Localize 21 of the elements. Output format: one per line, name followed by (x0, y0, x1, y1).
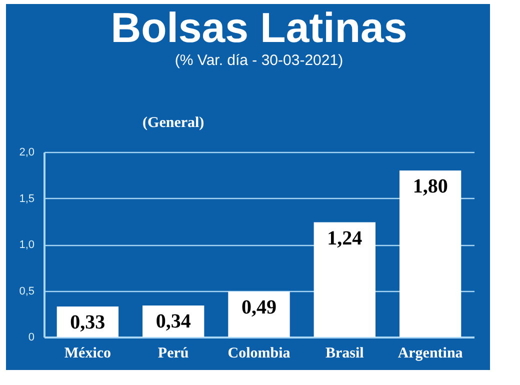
bar (314, 222, 376, 337)
chart-title: Bolsas Latinas (110, 4, 408, 51)
x-tick-label: Perú (158, 346, 189, 362)
data-label: 0,34 (156, 310, 191, 333)
x-tick-label: Argentina (398, 346, 464, 362)
x-tick-label: Brasil (325, 346, 364, 362)
y-tick-label: 0,5 (19, 285, 34, 298)
chart-subtitle: (% Var. día - 30-03-2021) (174, 52, 344, 69)
y-tick-label: 1,5 (19, 192, 34, 205)
bar (399, 170, 462, 337)
x-tick-label: Colombia (228, 346, 291, 362)
y-tick-label: 2,0 (19, 146, 34, 158)
data-label: 0,49 (242, 296, 276, 319)
data-label: 1,24 (327, 227, 362, 250)
text: (General) (142, 115, 204, 131)
y-tick-label: 0 (28, 332, 34, 344)
data-label: 1,80 (412, 176, 448, 198)
y-tick-label: 1,0 (19, 239, 34, 251)
x-tick-label: México (64, 346, 112, 362)
bar (228, 292, 290, 337)
data-label: 0,33 (70, 311, 106, 334)
